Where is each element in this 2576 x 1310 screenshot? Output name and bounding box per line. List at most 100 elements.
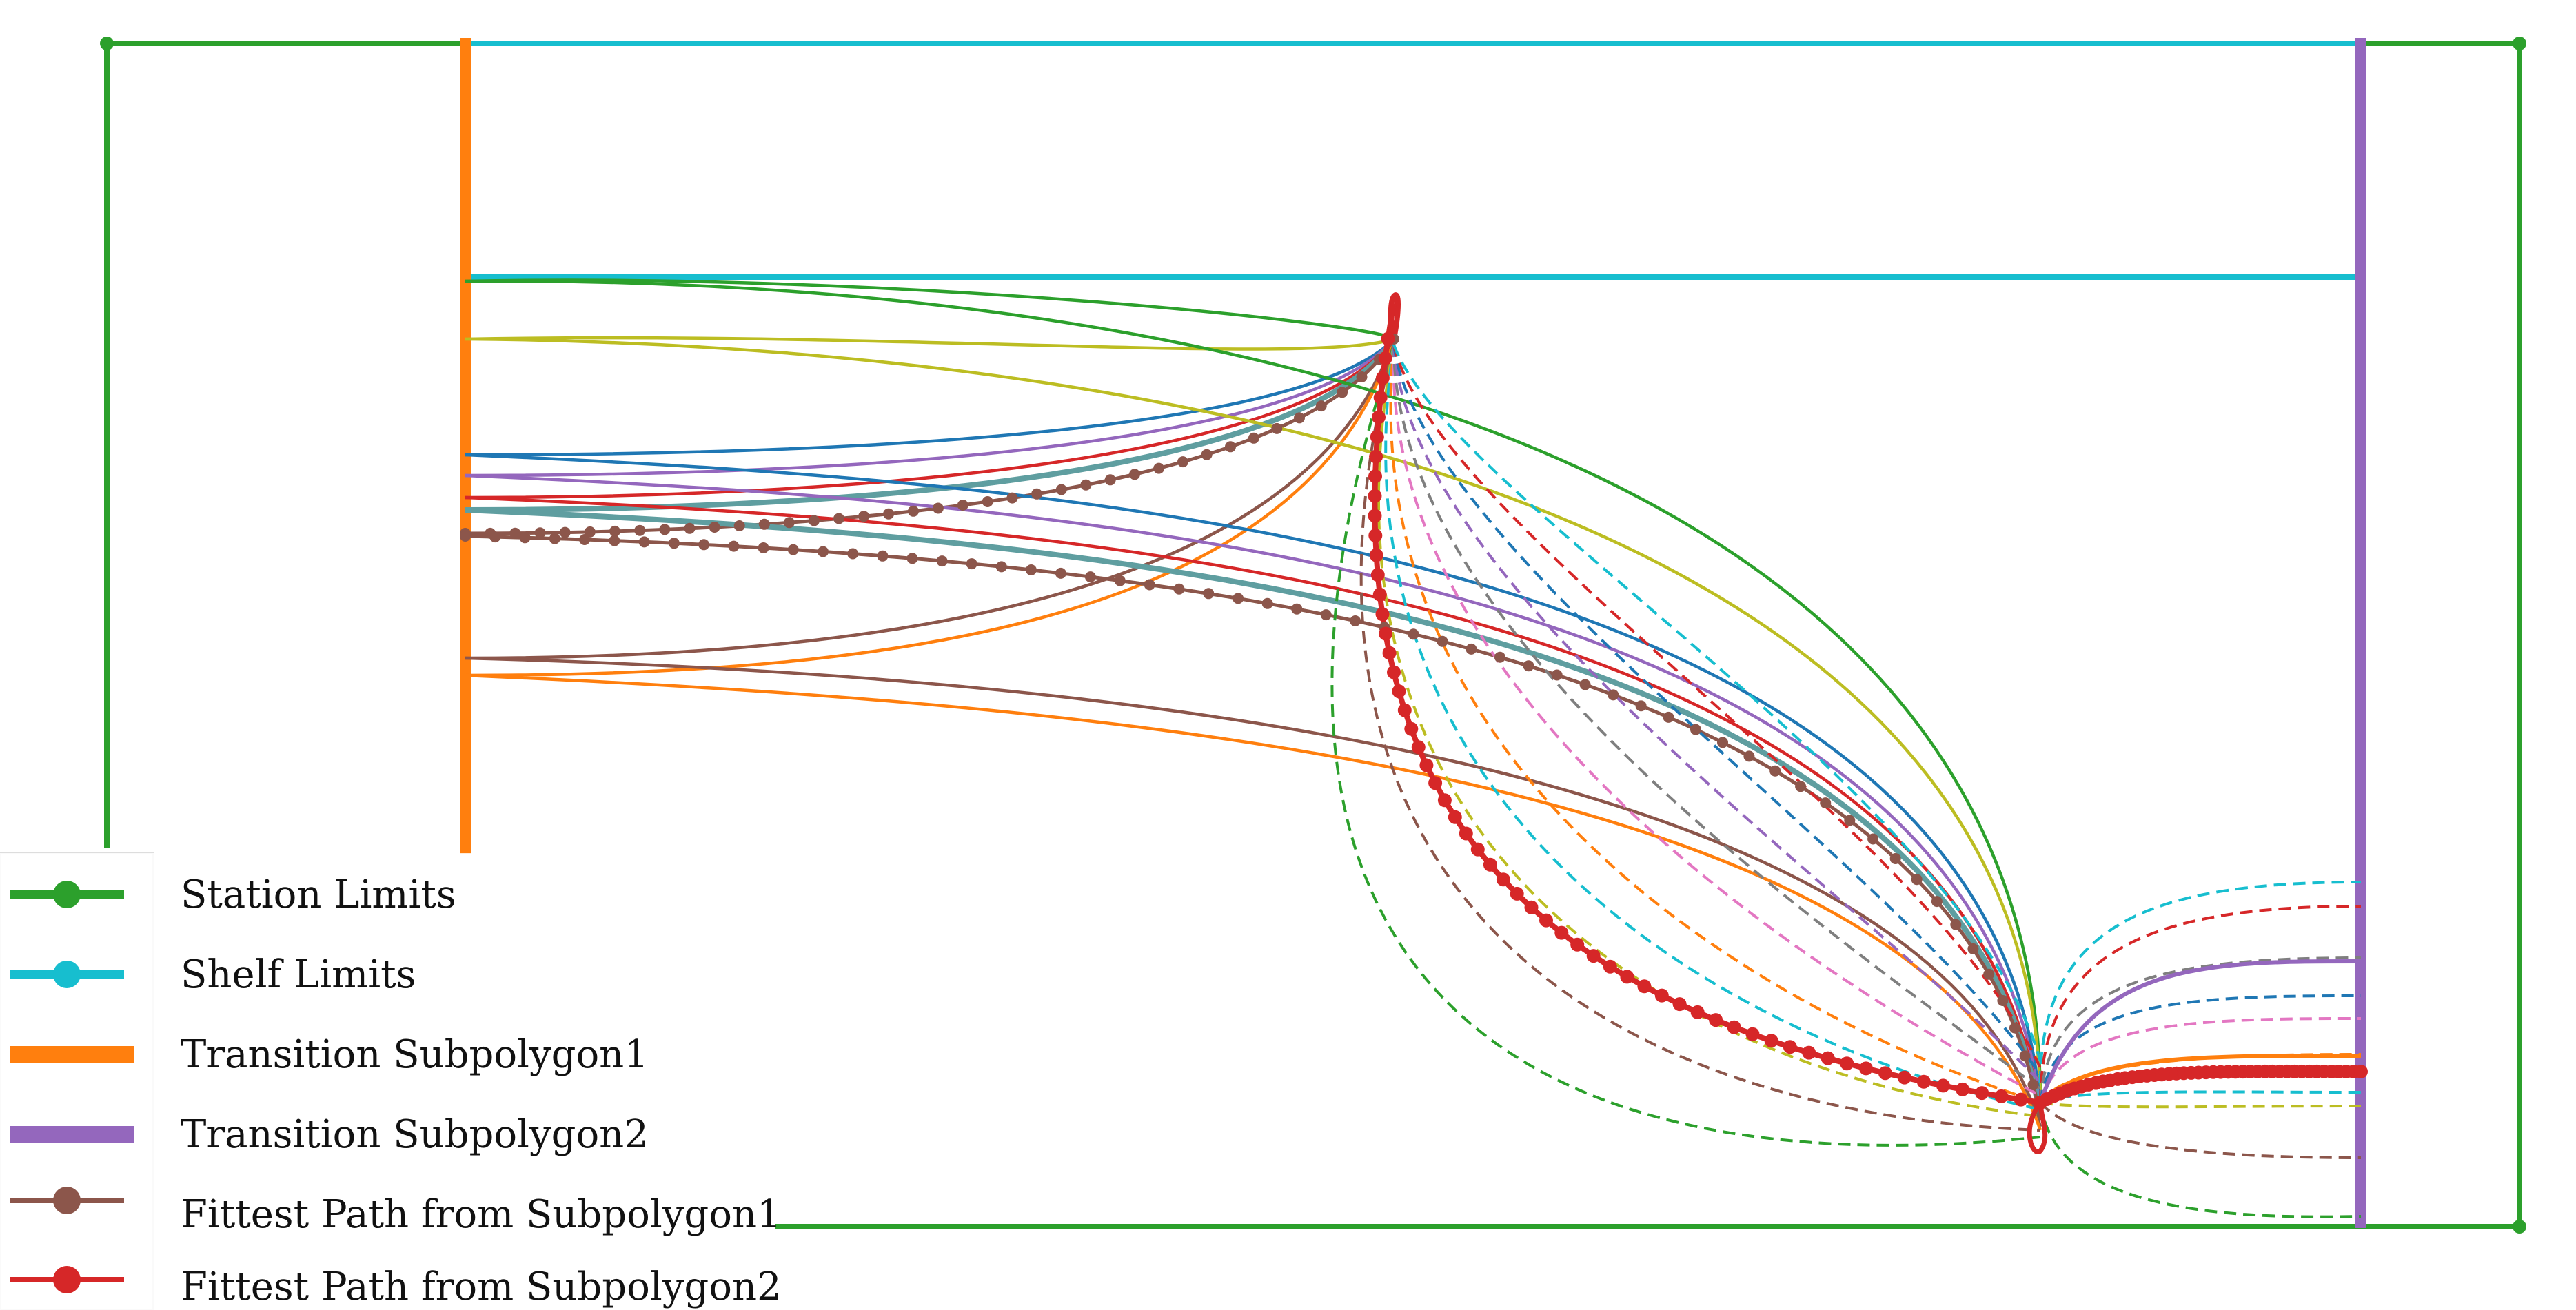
path-marker: [758, 542, 769, 553]
path-marker: [1844, 815, 1856, 826]
path-marker: [1419, 758, 1434, 772]
lower-waypoint-cusp: [2027, 1101, 2048, 1155]
path-marker: [1820, 797, 1832, 809]
candidate-path: [2040, 1101, 2362, 1109]
path-marker: [1392, 684, 1406, 699]
path-marker: [1889, 853, 1901, 864]
legend-label: Fittest Path from Subpolygon1: [181, 1192, 782, 1237]
path-marker: [1006, 492, 1018, 504]
path-marker: [995, 561, 1007, 573]
path-marker: [847, 548, 859, 560]
candidate-path: [1389, 344, 2041, 1104]
path-marker: [966, 558, 977, 570]
candidate-path: [465, 473, 2042, 1114]
path-marker: [1368, 529, 1383, 543]
path-marker: [1967, 943, 1979, 954]
path-marker: [698, 539, 710, 551]
candidate-path: [1392, 344, 2041, 1097]
path-marker: [877, 550, 889, 562]
path-marker: [1551, 669, 1563, 681]
path-marker: [1233, 593, 1244, 604]
path-marker: [1769, 765, 1781, 777]
path-marker: [787, 544, 799, 555]
path-marker: [1983, 968, 1995, 980]
path-marker: [584, 526, 596, 538]
path-marker: [1404, 721, 1419, 736]
path-marker: [1727, 1020, 1741, 1034]
path-marker: [668, 538, 680, 549]
candidate-path: [1359, 344, 2041, 1132]
path-marker: [519, 532, 531, 544]
candidate-path: [2038, 881, 2362, 1103]
path-marker: [1368, 469, 1382, 484]
path-marker: [1448, 810, 1462, 824]
path-marker: [1153, 462, 1165, 474]
path-marker: [1315, 400, 1327, 412]
path-marker: [709, 522, 720, 533]
legend-label: Shelf Limits: [181, 952, 416, 997]
path-marker: [1379, 626, 1393, 641]
path-marker: [1936, 1078, 1950, 1093]
path-marker: [1867, 833, 1879, 845]
path-marker: [1372, 587, 1387, 602]
paths-subpolygon1-to-waypoint: [465, 278, 1397, 677]
candidate-path: [1392, 344, 2042, 1083]
path-marker: [1620, 970, 1634, 984]
path-marker: [1370, 430, 1384, 444]
legend-item-shelf-limits: Shelf Limits: [10, 952, 416, 997]
path-marker: [1783, 1040, 1797, 1054]
path-marker: [1397, 703, 1412, 717]
candidate-path: [465, 338, 1395, 500]
path-marker: [908, 505, 919, 517]
path-marker: [1466, 643, 1477, 655]
path-marker: [559, 526, 571, 538]
legend-item-transition-subpolygon1: Transition Subpolygon1: [10, 1032, 649, 1077]
path-marker: [579, 534, 591, 545]
path-marker: [1743, 750, 1755, 762]
path-marker: [1368, 509, 1382, 523]
path-marker: [1173, 583, 1185, 595]
path-marker: [2014, 1092, 2028, 1107]
path-marker: [1055, 567, 1066, 579]
candidate-path: [2038, 959, 2362, 1103]
candidate-path: [2039, 905, 2362, 1103]
path-marker: [1025, 564, 1037, 575]
candidate-path: [465, 453, 2042, 1110]
path-marker: [758, 518, 770, 530]
path-marker: [2027, 1079, 2039, 1090]
path-marker: [1539, 913, 1553, 928]
path-marker: [460, 531, 471, 542]
path-marker: [728, 540, 740, 552]
path-marker: [1911, 874, 1923, 886]
station-corner-marker: [100, 37, 114, 50]
path-marker: [1635, 700, 1647, 712]
path-marker: [1104, 474, 1116, 486]
path-marker: [1225, 441, 1236, 453]
candidate-path: [1377, 344, 2041, 1118]
legend-item-station-limits: Station Limits: [10, 872, 456, 917]
legend-swatch-marker: [53, 1187, 81, 1214]
path-marker: [1586, 949, 1601, 963]
path-marker: [1654, 988, 1669, 1003]
candidate-path: [2039, 956, 2362, 1103]
candidate-path: [1392, 344, 2042, 1062]
path-marker: [1764, 1034, 1778, 1048]
path-marker: [1294, 412, 1305, 424]
fittest-path-subpolygon2-markers: [1368, 331, 2368, 1109]
path-marker: [1372, 410, 1386, 424]
path-marker: [1369, 548, 1383, 562]
station-corner-marker: [2513, 1220, 2526, 1234]
path-marker: [2019, 1050, 2031, 1062]
path-marker: [1859, 1061, 1873, 1076]
legend-item-fittest-path-subpolygon2: Fittest Path from Subpolygon2: [10, 1265, 782, 1309]
path-marker: [1523, 660, 1534, 672]
path-marker: [1291, 603, 1303, 615]
path-marker: [1494, 651, 1505, 663]
path-marker: [1356, 371, 1368, 382]
path-marker: [1084, 571, 1096, 583]
path-marker: [1554, 925, 1569, 940]
path-marker: [1114, 575, 1126, 586]
path-marker: [833, 513, 844, 524]
candidate-path: [465, 656, 2042, 1127]
